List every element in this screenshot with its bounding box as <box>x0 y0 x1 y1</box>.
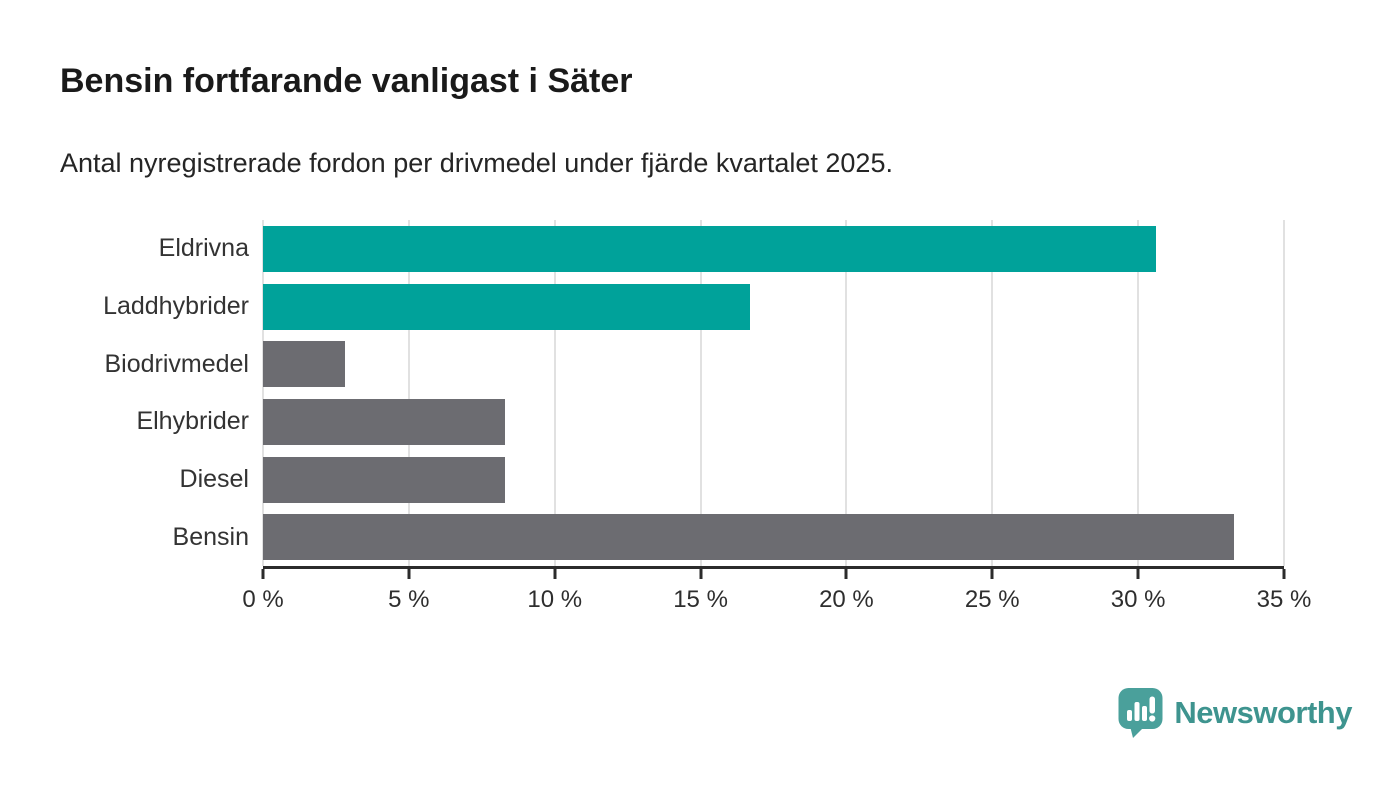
brand-name: Newsworthy <box>1174 694 1352 730</box>
bar-row-biodrivmedel <box>263 335 1284 393</box>
axis-tick-0 <box>261 569 265 579</box>
bar-chart: Eldrivna Laddhybrider Biodrivmedel Elhybrid… <box>60 220 1311 629</box>
axis-tick-25 <box>990 569 994 579</box>
x-axis: 0 % 5 % 10 % 15 % 20 % 25 % 30 % 35 % <box>242 566 1311 629</box>
bar-elhybrider <box>263 398 506 445</box>
axis-tick-label-0: 0 % <box>242 586 284 613</box>
bar-diesel <box>263 456 506 503</box>
bar-row-diesel <box>263 451 1284 509</box>
axis-tick-20 <box>844 569 848 579</box>
bar-laddhybrider <box>263 283 751 330</box>
brand-footer: Newsworthy <box>1117 687 1352 738</box>
bar-eldrivna <box>263 225 1156 272</box>
gridline-35 <box>1283 220 1285 566</box>
category-label-eldrivna: Eldrivna <box>158 234 249 263</box>
gridline-15 <box>699 220 702 566</box>
gridlines <box>262 220 1285 566</box>
gridline-25 <box>991 220 994 566</box>
axis-tick-label-5: 5 % <box>388 586 430 613</box>
bar-bensin <box>263 514 1235 561</box>
gridline-30 <box>1137 220 1140 566</box>
category-label-elhybrider: Elhybrider <box>136 407 249 436</box>
axis-tick-10 <box>553 569 557 579</box>
gridline-10 <box>553 220 556 566</box>
chart-plot-area <box>262 220 1285 566</box>
category-label-laddhybrider: Laddhybrider <box>103 292 249 320</box>
newsworthy-logo-icon <box>1118 688 1163 738</box>
bars-container <box>263 220 1284 566</box>
axis-tick-30 <box>1136 569 1140 579</box>
gridline-0 <box>262 220 264 566</box>
chart-subtitle: Antal nyregistrerade fordon per drivmede… <box>60 148 893 178</box>
gridline-5 <box>407 220 410 566</box>
chart-body: Eldrivna Laddhybrider Biodrivmedel Elhybrid… <box>60 220 1285 566</box>
category-label-bensin: Bensin <box>172 522 249 551</box>
bar-row-eldrivna <box>263 220 1284 278</box>
gridline-20 <box>845 220 848 566</box>
axis-tick-35 <box>1282 569 1286 579</box>
bar-row-laddhybrider <box>263 278 1284 336</box>
bar-biodrivmedel <box>263 341 345 388</box>
bar-row-elhybrider <box>263 393 1284 451</box>
axis-tick-label-10: 10 % <box>527 586 583 613</box>
axis-tick-label-15: 15 % <box>673 586 728 613</box>
category-label-biodrivmedel: Biodrivmedel <box>104 349 249 378</box>
chart-title: Bensin fortfarande vanligast i Säter <box>60 62 633 100</box>
axis-tick-label-25: 25 % <box>964 586 1020 613</box>
bar-row-bensin <box>263 508 1284 566</box>
axis-tick-5 <box>407 569 411 579</box>
category-label-diesel: Diesel <box>179 465 249 494</box>
category-labels-column: Eldrivna Laddhybrider Biodrivmedel Elhybrid… <box>60 220 263 566</box>
axis-tick-15 <box>699 569 703 579</box>
axis-tick-label-30: 30 % <box>1110 586 1166 613</box>
axis-tick-label-35: 35 % <box>1256 586 1312 613</box>
axis-tick-label-20: 20 % <box>819 586 874 613</box>
